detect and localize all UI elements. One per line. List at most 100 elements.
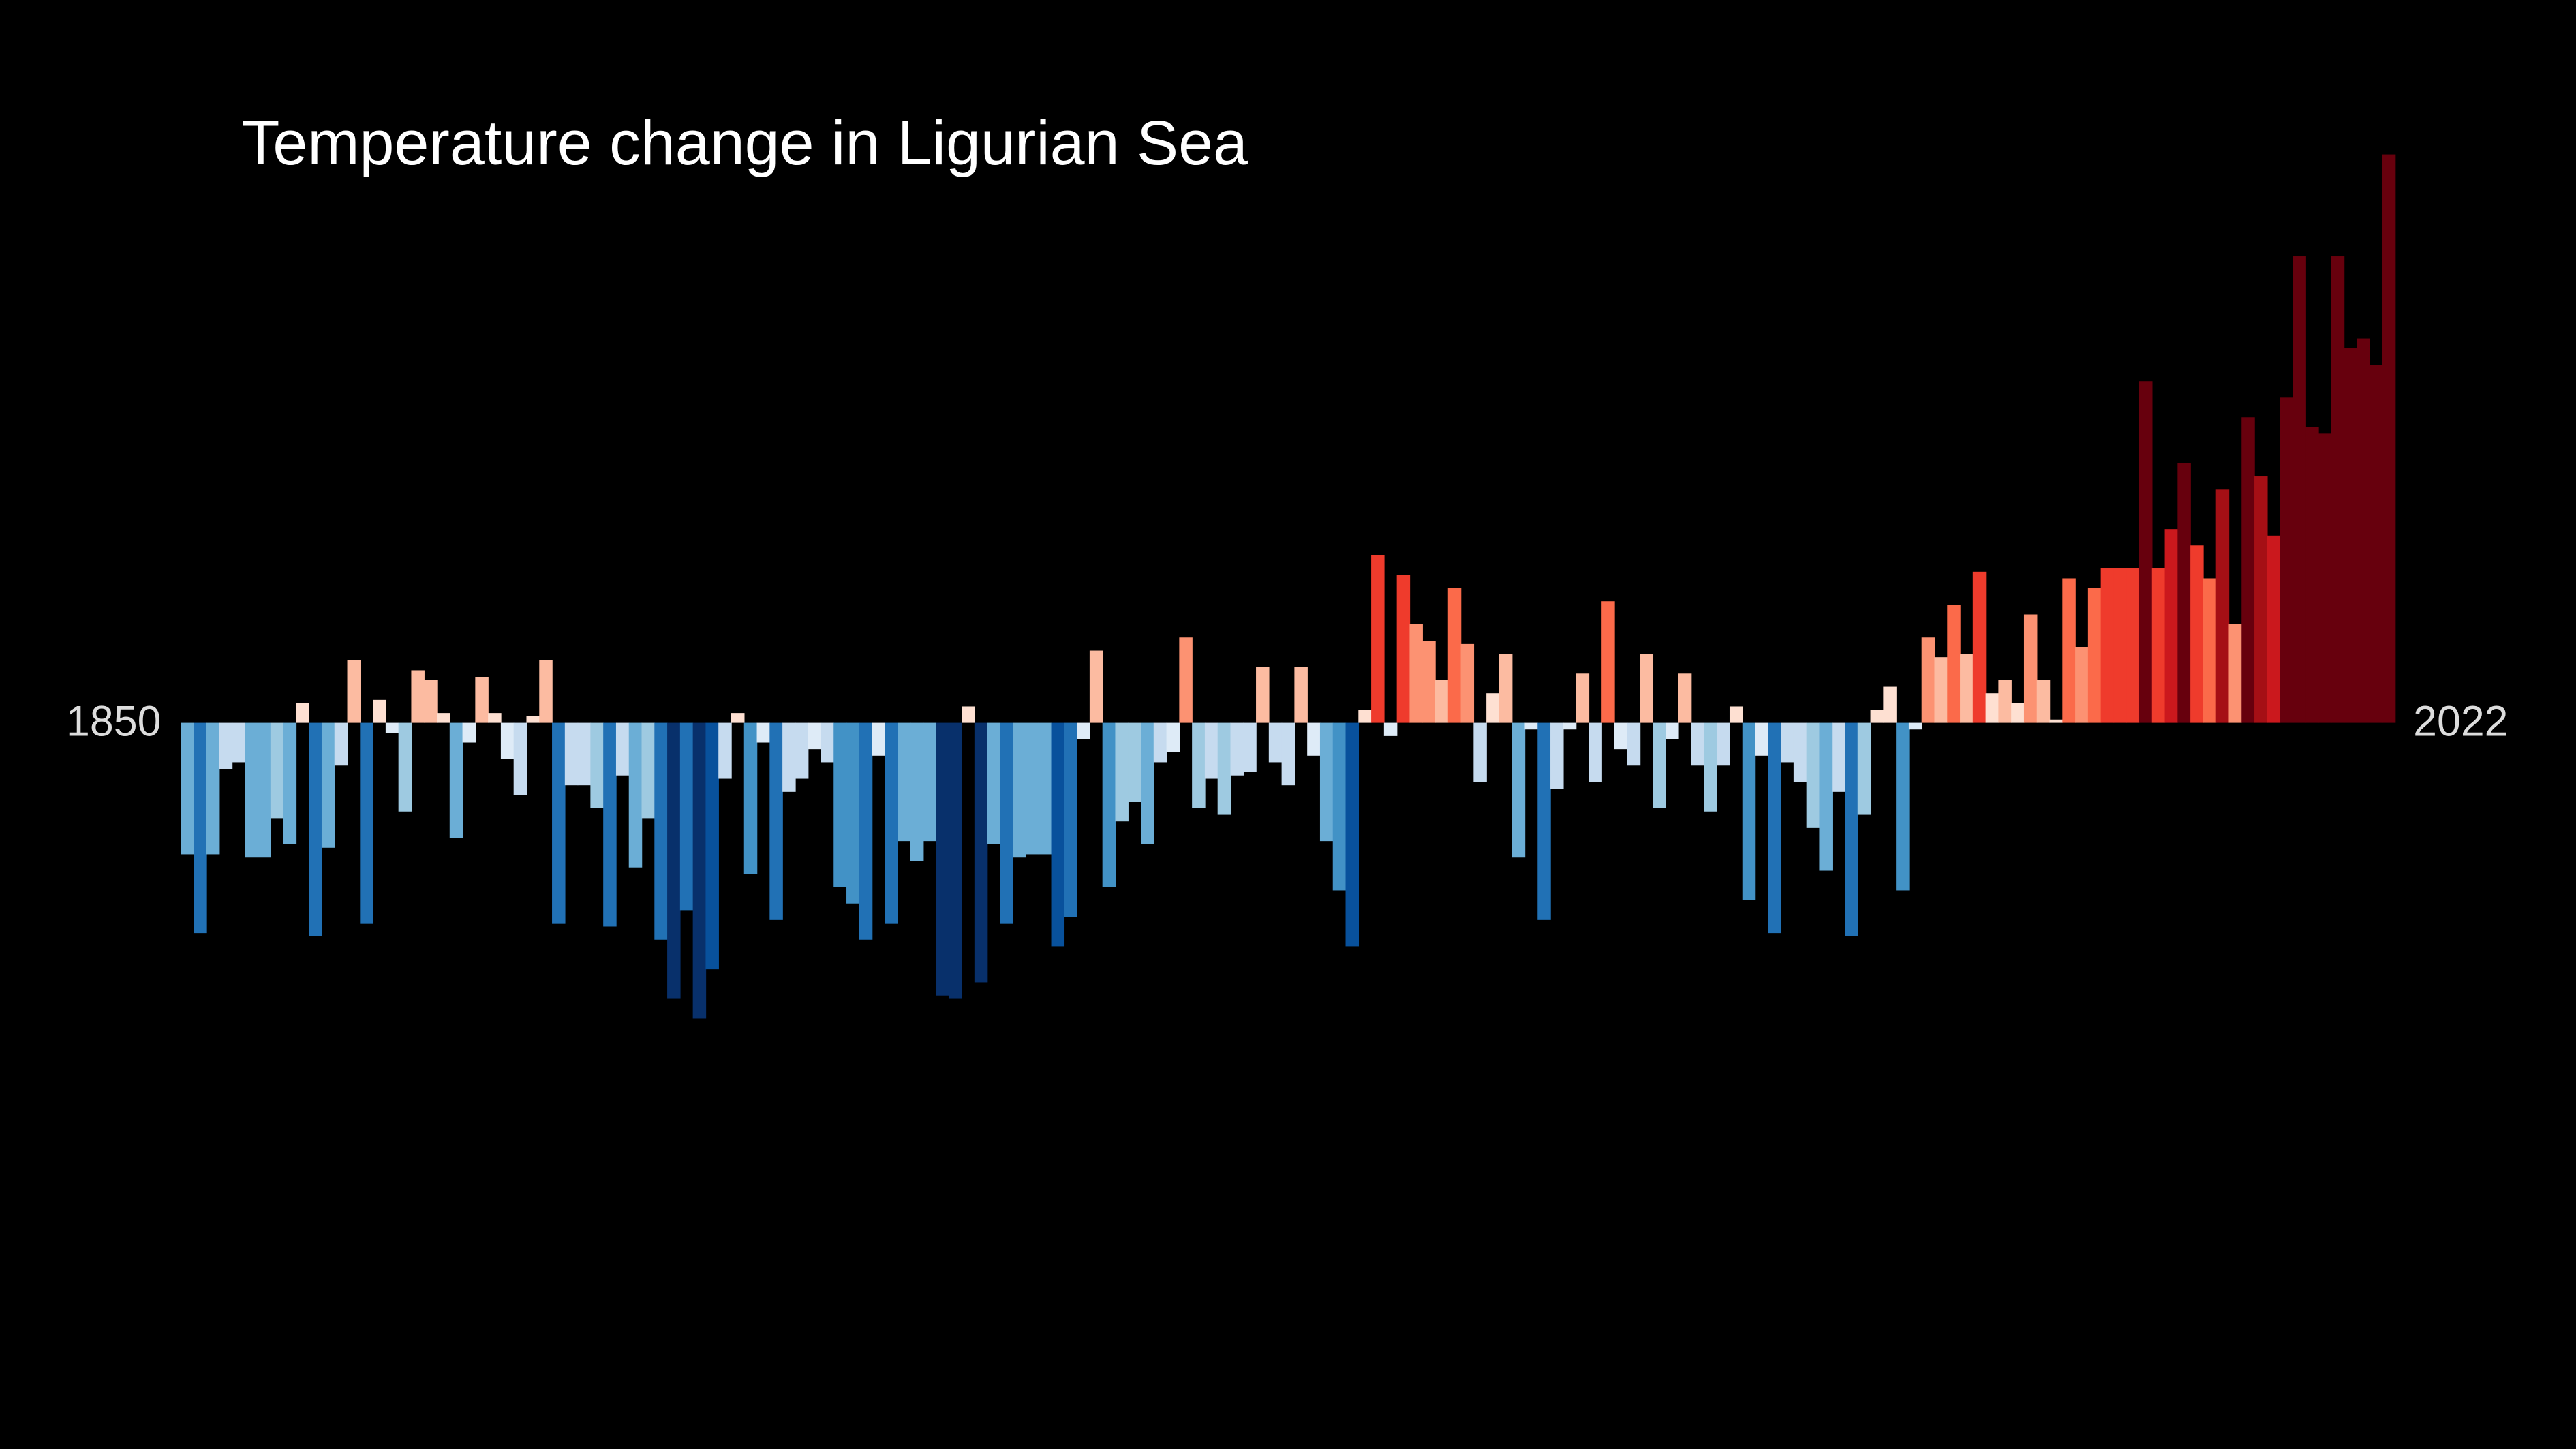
bar (795, 722, 809, 779)
bar (2100, 568, 2115, 723)
bar (692, 722, 707, 1019)
bar (590, 722, 604, 808)
bar (1230, 722, 1244, 776)
bar (309, 722, 322, 936)
bar (1870, 710, 1884, 723)
bar (321, 722, 335, 848)
bar (1153, 722, 1167, 763)
bar (1819, 722, 1833, 871)
bar (1409, 624, 1423, 723)
bar (949, 722, 962, 999)
bar (667, 722, 681, 999)
bar (718, 722, 732, 779)
bar (885, 722, 898, 924)
bar (1666, 722, 1679, 739)
bar (743, 722, 758, 874)
bar (2138, 381, 2153, 723)
bar (1550, 722, 1564, 789)
bar (1845, 722, 1858, 936)
bar (1268, 722, 1283, 763)
bar (1768, 722, 1781, 934)
bar (1576, 673, 1590, 723)
bar (1563, 722, 1577, 730)
bar (1128, 722, 1141, 802)
bar (2267, 535, 2281, 723)
bar (2164, 529, 2179, 723)
bar (1678, 673, 1692, 723)
bar (936, 722, 950, 996)
bar (206, 722, 220, 855)
chart-title: Temperature change in Ligurian Sea (242, 108, 1248, 178)
bar (808, 722, 822, 750)
bar (1512, 722, 1526, 858)
bar (1742, 722, 1756, 900)
bar (769, 722, 783, 920)
bar (2011, 703, 2025, 723)
bar (2087, 588, 2102, 723)
bar (782, 722, 796, 792)
bar (194, 722, 207, 934)
bar (1972, 571, 1987, 723)
bar (1000, 722, 1013, 924)
bar (1947, 605, 1961, 723)
bar (2215, 489, 2230, 723)
bar (1141, 722, 1154, 844)
bar (1281, 722, 1295, 786)
bar (500, 722, 515, 759)
bar (1204, 722, 1218, 779)
bar (1179, 637, 1193, 723)
bar (1781, 722, 1794, 763)
bar (1806, 722, 1820, 828)
bar (2228, 624, 2242, 723)
bar (2331, 256, 2345, 723)
bar (475, 677, 489, 723)
bar (1704, 722, 1717, 812)
bar (1243, 722, 1257, 772)
bar (1537, 722, 1551, 920)
bar (2318, 433, 2332, 723)
bar (974, 722, 988, 983)
bar (821, 722, 834, 763)
bar (1717, 722, 1730, 766)
bar (1896, 722, 1910, 891)
bar (437, 713, 450, 723)
bar (1166, 722, 1180, 752)
bar (962, 706, 975, 723)
bar (552, 722, 566, 924)
bar (373, 699, 386, 723)
bar (334, 722, 348, 766)
bar (513, 722, 527, 795)
bar (2382, 154, 2396, 723)
bar (833, 722, 847, 887)
bar (1025, 722, 1039, 855)
bar (539, 660, 553, 723)
bar (1383, 722, 1398, 736)
bar (232, 722, 246, 763)
bar (270, 722, 284, 819)
bar (424, 680, 438, 723)
bar (1614, 722, 1628, 750)
bar (283, 722, 297, 844)
bar (1921, 637, 1935, 723)
bar (898, 722, 911, 842)
bar (923, 722, 937, 842)
bar (1486, 693, 1500, 723)
bar (360, 722, 373, 924)
bar (1755, 722, 1769, 756)
bar (1691, 722, 1705, 766)
bar (654, 722, 668, 940)
bar (1115, 722, 1129, 822)
bar (1653, 722, 1666, 808)
bar (462, 722, 476, 743)
bar (615, 722, 630, 776)
bar (705, 722, 719, 970)
bar (910, 722, 924, 861)
bar (1793, 722, 1807, 782)
bar (296, 703, 309, 723)
bar (2370, 365, 2383, 723)
bar (1038, 722, 1052, 855)
bar (859, 722, 873, 940)
bar (2177, 463, 2191, 723)
bar (2344, 348, 2358, 723)
